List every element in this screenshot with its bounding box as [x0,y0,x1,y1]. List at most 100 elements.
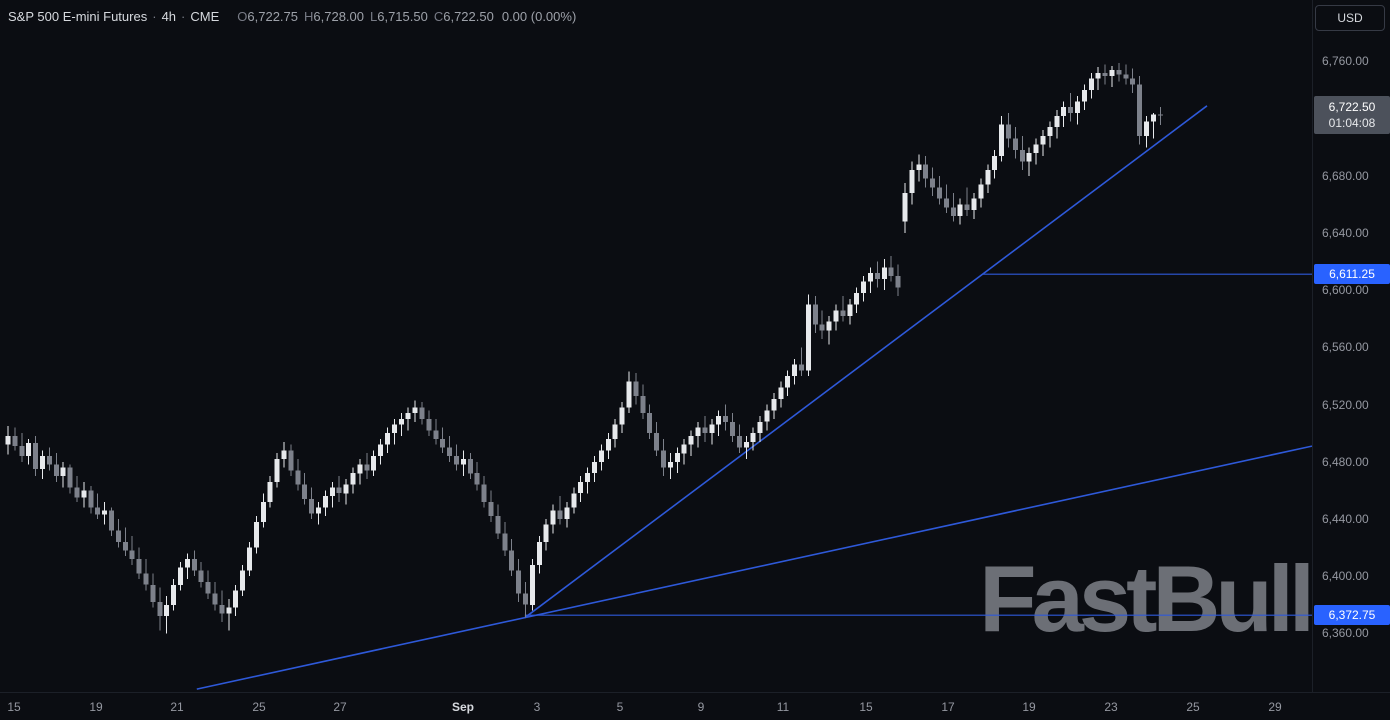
candle-body [992,155,998,171]
candle-body [1019,150,1025,162]
candle-body [1081,90,1087,102]
candle-body [543,524,549,542]
candle-body [1095,72,1101,79]
candle-body [67,467,73,488]
candle-body [419,407,425,419]
candle-body [799,364,804,371]
candle-body [316,507,321,514]
time-tick-label: 15 [7,700,21,714]
time-tick-month: Sep [451,700,475,714]
last-price-label: 6,722.50 01:04:08 [1314,96,1390,134]
time-tick-label: 9 [697,700,705,714]
candle-body [1102,72,1108,76]
chart-area[interactable]: FastBull S&P 500 E-mini Futures · 4h · CME O6… [0,0,1315,692]
candle-body [592,461,597,474]
symbol-legend[interactable]: S&P 500 E-mini Futures · 4h · CME O6,722.75 H6… [8,9,576,24]
candle-body [730,421,735,437]
candlestick-chart[interactable] [0,0,1312,692]
candle-body [398,418,404,425]
candle-body [888,267,894,276]
time-tick-label: 3 [533,700,541,714]
candle-body [902,193,908,222]
candle-body [716,416,722,425]
candle-body [343,484,349,494]
candle-body [826,321,832,331]
candle-body [647,413,653,434]
symbol-title[interactable]: S&P 500 E-mini Futures [8,9,148,24]
change-label: 0.00 (0.00%) [501,9,577,24]
time-tick-label: 19 [1022,700,1036,714]
time-axis[interactable]: 15 19 21 25 27 Sep 3 5 9 11 15 17 19 23 25 29 [0,692,1390,720]
candle-body [695,427,701,437]
time-tick-label: 23 [1104,700,1118,714]
candle-body [1150,114,1156,122]
candle-body [412,407,418,414]
candle-body [1157,114,1163,116]
candle-body [736,436,742,448]
candle-body [102,510,108,515]
candle-body [12,436,18,447]
candle-body [1012,138,1018,151]
candle-body [46,456,52,465]
price-line-label-6372: 6,372.75 [1314,605,1390,625]
candle-body [612,424,618,439]
candle-body [778,387,784,399]
high-key: H [304,9,314,24]
candle-body [247,547,252,571]
candle-body [150,584,156,602]
candle-body [895,275,901,288]
candle-body [1130,78,1136,85]
candle-body [212,593,218,605]
low-key: L [370,9,378,24]
trendline-shallow[interactable] [196,445,1312,690]
candle-body [378,444,384,457]
candle-body [833,310,839,322]
price-tick-label: 6,760.00 [1322,54,1369,68]
candle-body [964,204,970,211]
candle-body [943,198,949,208]
candle-body [88,490,94,508]
candle-body [219,604,225,614]
candle-body [481,484,487,502]
price-tick-label: 6,520.00 [1322,398,1369,412]
candle-body [447,447,453,457]
candle-body [688,436,694,445]
candle-body [426,418,432,431]
candle-body [909,170,915,193]
candle-body [295,470,301,485]
candle-body [536,541,542,565]
candle-body [1075,101,1080,113]
candle-body [460,459,466,465]
candle-body [661,450,666,468]
trendline-steep[interactable] [524,105,1208,619]
close-value: 6,722.50 [443,9,494,24]
last-price-value: 6,722.50 [1328,100,1376,114]
candle-body [681,444,687,454]
candle-body [605,438,611,451]
candle-body [550,510,556,525]
candle-body [819,324,825,331]
price-axis[interactable]: 6,760.006,720.006,680.006,640.006,600.00… [1312,0,1390,692]
candle-body [385,433,390,445]
low-value: 6,715.50 [377,9,428,24]
candle-body [1144,121,1149,136]
candle-body [260,501,266,522]
interval-label[interactable]: 4h [161,9,177,24]
candle-body [619,407,625,425]
time-tick-label: 29 [1268,700,1282,714]
candle-body [723,416,729,422]
candle-body [633,381,639,396]
candle-body [557,510,563,519]
price-tick-label: 6,480.00 [1322,455,1369,469]
candle-body [109,510,114,531]
currency-button[interactable]: USD [1315,5,1385,31]
candle-body [1109,70,1115,76]
time-tick-label: 19 [89,700,103,714]
candle-body [467,459,473,474]
candle-body [184,559,190,568]
candle-body [205,581,211,594]
price-tick-label: 6,640.00 [1322,226,1369,240]
candle-body [5,436,11,445]
candle-body [191,559,197,571]
candle-body [350,473,356,485]
